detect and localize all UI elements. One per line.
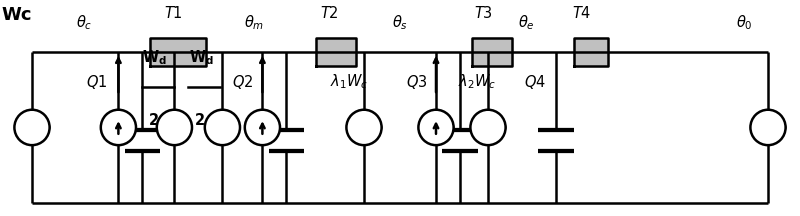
Text: $\lambda_2 W_c$: $\lambda_2 W_c$ — [458, 73, 496, 91]
Text: $\theta_s$: $\theta_s$ — [392, 13, 408, 32]
Text: $\mathbf{W_d}$: $\mathbf{W_d}$ — [189, 48, 214, 67]
Text: $Q1$: $Q1$ — [86, 73, 107, 91]
Text: $\theta_0$: $\theta_0$ — [736, 13, 753, 32]
Ellipse shape — [750, 110, 786, 145]
Text: $T3$: $T3$ — [474, 5, 493, 21]
Text: $T4$: $T4$ — [572, 5, 591, 21]
Ellipse shape — [418, 110, 454, 145]
Text: $\mathbf{W_d}$: $\mathbf{W_d}$ — [142, 48, 167, 67]
Ellipse shape — [157, 110, 192, 145]
Text: $\theta_e$: $\theta_e$ — [518, 13, 535, 32]
Text: $T1$: $T1$ — [164, 5, 183, 21]
Text: $\mathbf{2}$: $\mathbf{2}$ — [194, 112, 206, 128]
Text: Wc: Wc — [2, 6, 32, 24]
Text: $\mathbf{2}$: $\mathbf{2}$ — [148, 112, 159, 128]
Ellipse shape — [470, 110, 506, 145]
Ellipse shape — [245, 110, 280, 145]
Ellipse shape — [346, 110, 382, 145]
Ellipse shape — [101, 110, 136, 145]
Text: $Q4$: $Q4$ — [524, 73, 546, 91]
Ellipse shape — [14, 110, 50, 145]
Text: $\lambda_1 W_c$: $\lambda_1 W_c$ — [330, 73, 369, 91]
Text: $T2$: $T2$ — [320, 5, 339, 21]
Text: $\theta_c$: $\theta_c$ — [76, 13, 93, 32]
Text: $\theta_m$: $\theta_m$ — [244, 13, 264, 32]
Text: $Q2$: $Q2$ — [232, 73, 254, 91]
Text: $Q3$: $Q3$ — [406, 73, 428, 91]
Ellipse shape — [205, 110, 240, 145]
